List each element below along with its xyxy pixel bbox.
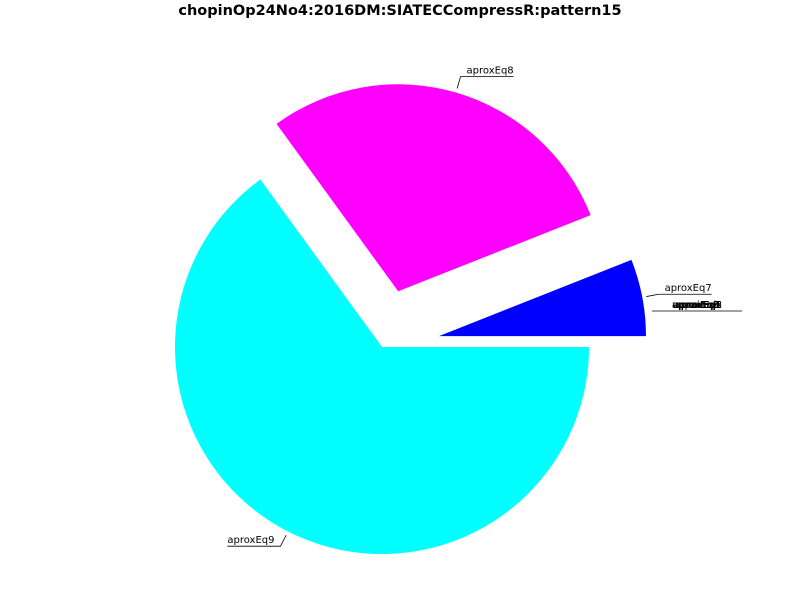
slice-label-aproxeq9: aproxEq9 [227,535,274,546]
zero-slice-label-aproxeq5: aproxEq5 [675,300,722,311]
leader-line-aproxeq9 [227,534,287,547]
slice-label-aproxeq8: aproxEq8 [467,66,514,77]
pie-slice-aproxeq9 [175,179,589,554]
zero-slice-label-aproxeq2: aproxEq2 [675,300,722,311]
zero-slice-label-aproxeq6: aproxEq6 [672,300,719,311]
leader-line-aproxeq7 [646,293,712,297]
pie-slice-aproxeq7 [438,259,646,337]
slice-label-aproxeq7: aproxEq7 [665,283,712,294]
zero-slice-label-unpaired: unpaired [672,300,716,311]
zero-slice-label-aproxeq1: aproxEq1 [674,300,721,311]
zero-slice-label-aproxeq3: aproxEq3 [672,300,719,311]
leader-line-aproxeq8 [456,76,514,89]
zero-slice-label-aproxeq4: aproxEq4 [674,300,721,311]
pie-slice-aproxeq8 [276,84,591,292]
chart-title: chopinOp24No4:2016DM:SIATECCompressR:pat… [178,3,622,19]
